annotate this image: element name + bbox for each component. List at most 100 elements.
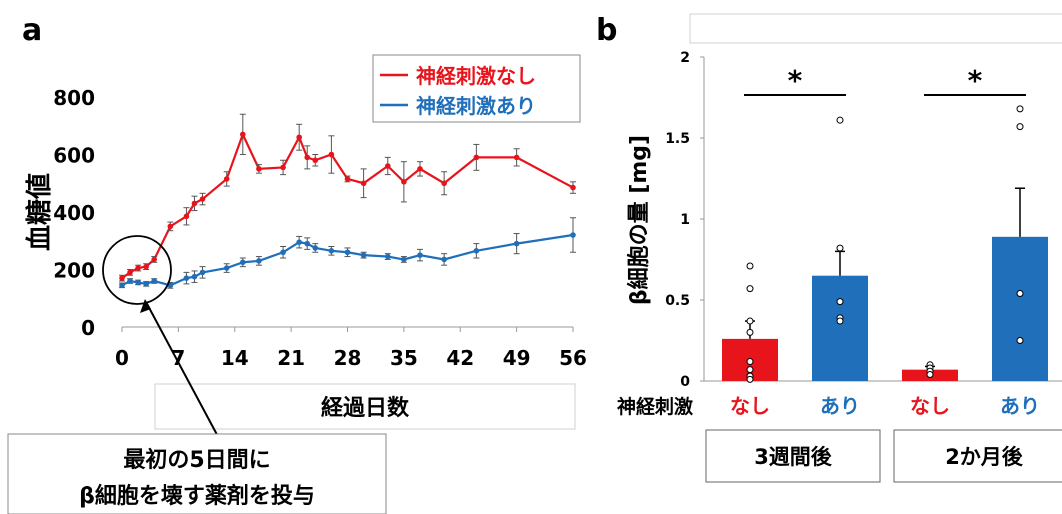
data-point <box>183 275 190 281</box>
data-point <box>240 131 246 138</box>
callout-arrow-line <box>145 301 223 445</box>
bar-category-label: なし <box>730 394 770 418</box>
data-point <box>151 256 158 263</box>
legend-label-stim: 神経刺激あり <box>416 94 536 118</box>
data-point <box>360 180 367 187</box>
data-point <box>167 223 174 230</box>
individual-point <box>746 375 754 383</box>
group-box-3weeks <box>705 429 881 483</box>
y-tick-label: 800 <box>53 86 95 110</box>
panel-a-series <box>119 113 576 289</box>
series-line <box>121 131 574 280</box>
legend-label-no-stim: 神経刺激なし <box>416 64 536 88</box>
line-chart-panel-a: a 0 7 14 21 28 35 42 49 56 0 200 400 600 800 神経刺激なし 神… <box>7 13 587 514</box>
data-point <box>135 279 141 286</box>
panel-b-letter: b <box>596 13 617 48</box>
individual-point <box>1016 123 1024 131</box>
data-point <box>135 265 141 271</box>
x-tick-label: 28 <box>334 346 362 370</box>
data-point <box>441 256 447 263</box>
y-tick-label-b: 1 <box>680 212 690 228</box>
individual-point <box>836 244 844 252</box>
data-point <box>151 278 158 284</box>
bar-category-labels: なし あり なし あり <box>730 394 1040 418</box>
data-point <box>304 240 311 247</box>
individual-point <box>836 317 844 325</box>
data-point <box>296 134 302 141</box>
significance-star: * <box>788 64 803 97</box>
individual-point <box>1016 105 1024 113</box>
data-point <box>127 269 133 276</box>
data-point <box>570 232 576 238</box>
callout-box <box>7 433 387 514</box>
individual-point <box>746 285 754 293</box>
group-label-2months: 2か月後 <box>945 445 1024 469</box>
data-point <box>296 239 302 245</box>
data-point <box>256 258 262 264</box>
y-tick-label: 0 <box>81 316 95 340</box>
individual-point <box>746 358 754 366</box>
data-point <box>223 176 230 182</box>
data-point <box>570 184 576 191</box>
data-point <box>256 166 262 172</box>
y-axis-title: 血糖値 <box>24 173 55 251</box>
individual-point <box>746 317 754 325</box>
group-box-2months <box>893 429 1062 483</box>
y-axis-title-b: β細胞の量 [mg] <box>626 135 652 305</box>
data-point <box>328 248 335 254</box>
data-point <box>312 157 319 164</box>
row-label-nerve-stim: 神経刺激 <box>617 395 693 418</box>
series-no-stim <box>119 113 576 282</box>
data-point <box>119 282 125 289</box>
data-point <box>360 252 367 258</box>
x-tick-label: 42 <box>446 346 474 370</box>
bar-category-label: あり <box>1000 394 1040 418</box>
x-tick-label: 35 <box>390 346 418 370</box>
panel-b-bars: * * <box>722 64 1048 383</box>
individual-point <box>836 298 844 306</box>
callout-line-2: β細胞を壊す薬剤を投与 <box>79 483 315 509</box>
significance-star: * <box>968 64 983 97</box>
data-point <box>199 196 206 202</box>
x-tick-label: 21 <box>277 346 305 370</box>
series-stim <box>119 217 576 289</box>
data-point <box>344 249 351 256</box>
data-point <box>473 154 480 161</box>
data-point <box>119 275 125 281</box>
x-tick-label: 0 <box>115 346 129 370</box>
data-point <box>401 179 407 185</box>
individual-point <box>1016 290 1024 298</box>
data-point <box>143 263 149 270</box>
data-point <box>473 248 480 254</box>
data-point <box>441 180 447 187</box>
bar-category-label: なし <box>910 394 950 418</box>
data-point <box>183 213 190 220</box>
y-tick-label-b: 1.5 <box>665 131 690 147</box>
data-point <box>280 249 286 256</box>
individual-point <box>836 116 844 124</box>
panel-b-empty-title-box <box>689 13 1062 44</box>
y-tick-label: 200 <box>53 259 95 283</box>
legend-box <box>372 54 581 123</box>
x-tick-label: 56 <box>559 346 587 370</box>
y-tick-label-b: 0.5 <box>665 293 690 309</box>
data-point <box>401 256 407 263</box>
data-point <box>417 252 423 258</box>
data-point <box>384 163 391 169</box>
y-tick-label: 400 <box>53 201 95 225</box>
data-point <box>199 269 206 276</box>
group-label-3weeks: 3週間後 <box>754 445 833 469</box>
data-point <box>312 245 319 251</box>
x-tick-label: 14 <box>221 346 249 370</box>
callout-line-1: 最初の5日間に <box>123 447 270 473</box>
data-point <box>328 151 335 158</box>
data-point <box>127 278 133 284</box>
data-point <box>223 265 230 271</box>
y-tick-label: 600 <box>53 144 95 168</box>
data-point <box>417 166 423 172</box>
individual-point <box>746 328 754 336</box>
x-axis-title: 経過日数 <box>321 395 410 421</box>
y-tick-label-b: 2 <box>680 50 690 66</box>
highlight-circle <box>102 235 172 305</box>
x-axis-title-box <box>154 383 576 430</box>
